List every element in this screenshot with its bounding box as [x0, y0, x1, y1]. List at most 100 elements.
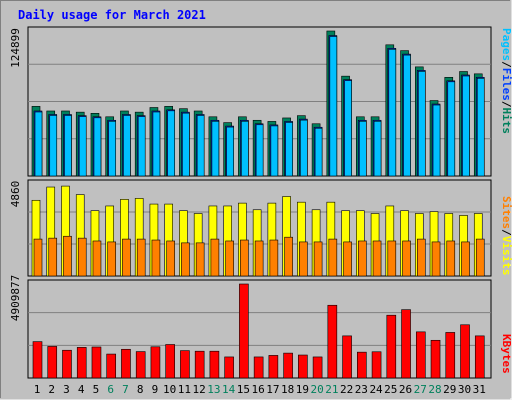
kbytes-bar	[150, 346, 161, 379]
pages-bar	[108, 120, 117, 177]
sites-bar	[92, 240, 102, 277]
x-tick-label: 20	[310, 383, 323, 396]
pages-bar	[226, 126, 234, 177]
x-tick-label: 23	[355, 383, 368, 396]
x-tick-label: 31	[473, 383, 486, 396]
x-tick-label: 7	[122, 383, 129, 396]
pages-bar	[373, 120, 382, 177]
legend-sites: Sites	[500, 196, 512, 229]
kbytes-bar	[283, 352, 293, 379]
sites-bar	[416, 238, 426, 277]
visits-legend: Sites/Visits	[500, 196, 512, 276]
hits-legend: Pages/Files/Hits	[500, 28, 512, 134]
kbytes-bar	[445, 332, 456, 379]
pages-bar	[285, 122, 293, 177]
kbytes-bar	[165, 344, 175, 379]
kbytes-bar	[121, 348, 131, 379]
kbytes-bar	[76, 347, 87, 379]
sites-bar	[402, 240, 411, 277]
pages-bar	[152, 111, 161, 177]
sites-bar	[431, 241, 441, 277]
pages-bar	[300, 119, 308, 177]
pages-bar	[78, 116, 87, 177]
pages-bar	[137, 116, 146, 177]
kbytes-ymax-label: 4909877	[9, 275, 22, 321]
sites-bar	[136, 238, 146, 277]
x-tick-label: 25	[384, 383, 397, 396]
kbytes-legend: KBytes	[500, 334, 512, 374]
pages-bar	[447, 81, 456, 177]
x-tick-label: 22	[340, 383, 353, 396]
pages-bar	[270, 125, 279, 177]
sites-bar	[372, 240, 382, 277]
x-tick-label: 16	[252, 383, 265, 396]
legend-pages: Pages	[500, 28, 512, 61]
kbytes-bar	[239, 283, 249, 379]
x-tick-label: 3	[63, 383, 70, 396]
pages-bar	[49, 115, 58, 177]
pages-bar	[388, 48, 397, 177]
x-tick-label: 10	[163, 383, 176, 396]
x-tick-label: 9	[152, 383, 159, 396]
pages-bar	[167, 110, 175, 177]
kbytes-bar	[327, 304, 338, 379]
sites-bar	[210, 238, 220, 277]
kbytes-bar	[224, 356, 234, 379]
kbytes-bar	[401, 309, 411, 379]
legend-sep-2: /	[500, 101, 512, 108]
sites-bar	[284, 236, 293, 277]
x-tick-label: 4	[78, 383, 85, 396]
sites-bar	[343, 241, 352, 277]
hits-ymax-label: 124899	[9, 28, 22, 68]
kbytes-bar	[342, 335, 352, 379]
legend-hits: Hits	[500, 108, 512, 135]
x-tick-label: 14	[222, 383, 236, 396]
x-tick-label: 17	[266, 383, 279, 396]
pages-bar	[314, 127, 323, 177]
x-tick-label: 30	[458, 383, 471, 396]
kbytes-bar	[268, 355, 279, 379]
kbytes-bar	[194, 350, 205, 379]
sites-bar	[63, 235, 72, 277]
legend-visits: Visits	[500, 236, 512, 276]
x-tick-label: 11	[178, 383, 191, 396]
legend-sep-1: /	[500, 61, 512, 68]
pages-bar	[123, 115, 131, 177]
x-tick-label: 24	[369, 383, 383, 396]
pages-bar	[93, 117, 102, 177]
sites-bar	[151, 239, 161, 277]
kbytes-bar	[460, 324, 470, 379]
sites-bar	[254, 240, 264, 277]
sites-bar	[313, 241, 323, 277]
pages-bar	[417, 71, 426, 177]
x-tick-label: 6	[107, 383, 114, 396]
sites-bar	[225, 240, 234, 277]
kbytes-bar	[312, 356, 323, 379]
sites-bar	[387, 240, 397, 277]
x-tick-label: 2	[48, 383, 55, 396]
sites-bar	[107, 241, 117, 277]
kbytes-bar	[209, 350, 220, 379]
x-tick-label: 5	[93, 383, 100, 396]
sites-bar	[77, 237, 87, 277]
kbytes-bar	[62, 349, 72, 379]
sites-bar	[48, 237, 58, 277]
chart-title: Daily usage for March 2021	[18, 8, 206, 22]
pages-bar	[462, 75, 470, 177]
kbytes-bar	[135, 351, 146, 379]
sites-bar	[181, 242, 190, 277]
kbytes-bar	[180, 350, 190, 379]
kbytes-bar	[474, 335, 485, 379]
legend-files: Files	[500, 68, 512, 101]
sites-bar	[269, 239, 279, 277]
x-tick-label: 27	[414, 383, 427, 396]
sites-bar	[122, 238, 131, 277]
pages-bar	[34, 111, 43, 177]
kbytes-bar	[415, 331, 426, 379]
x-tick-label: 29	[443, 383, 456, 396]
x-tick-label: 13	[207, 383, 220, 396]
x-tick-label: 18	[281, 383, 294, 396]
legend-sep-3: /	[500, 229, 512, 236]
pages-bar	[211, 120, 220, 177]
